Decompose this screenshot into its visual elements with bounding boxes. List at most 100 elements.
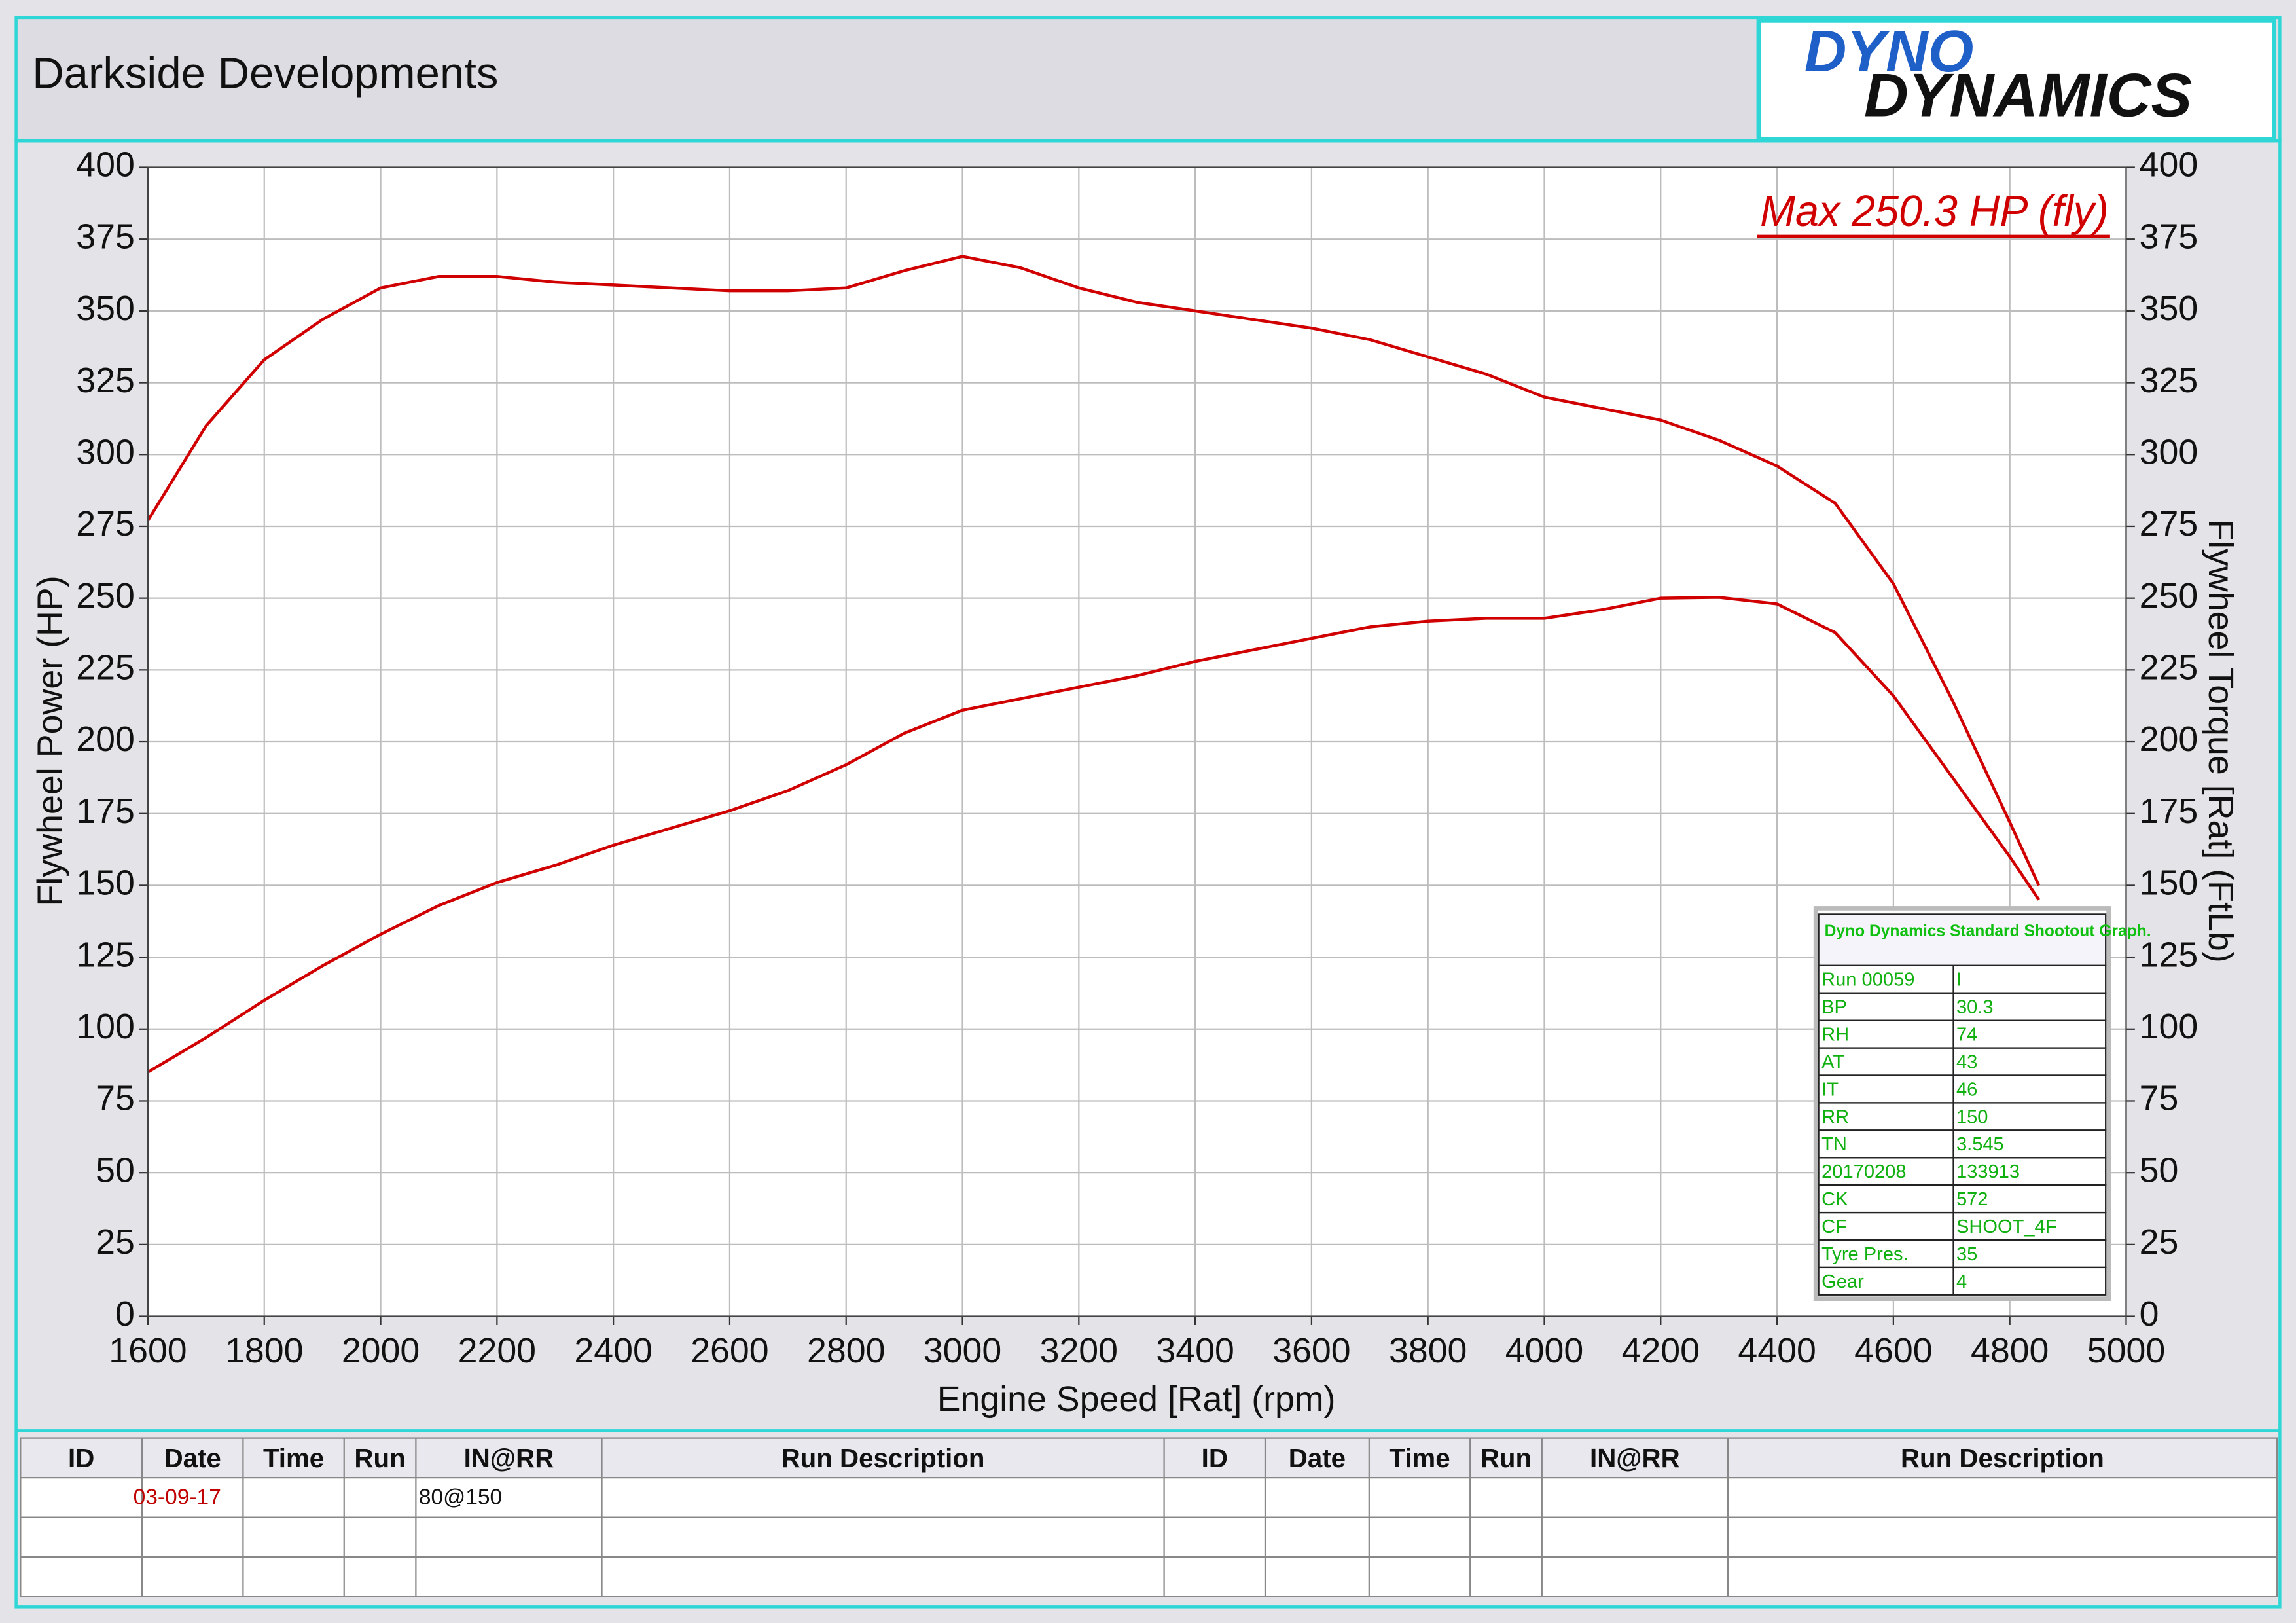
table-header: Run Description [781,1444,985,1473]
y-tick-label: 325 [76,361,135,400]
info-key: AT [1821,1051,1844,1072]
y2-tick-label: 400 [2140,145,2198,185]
info-key: Tyre Pres. [1821,1244,1909,1265]
info-value: 30.3 [1956,997,1994,1018]
x-tick-label: 5000 [2087,1331,2165,1370]
table-header: IN@RR [464,1444,554,1473]
table-header: Date [1289,1444,1346,1473]
table-header: Time [1389,1444,1450,1473]
logo-box [1756,18,2276,142]
y-tick-label: 150 [76,864,135,903]
table-header: Run [1480,1444,1532,1473]
info-key: Gear [1821,1271,1864,1292]
y2-tick-label: 0 [2140,1294,2159,1334]
info-box [1813,906,2111,1302]
info-title-box [1818,913,2107,966]
y-tick-label: 100 [76,1007,135,1046]
info-value: 35 [1956,1244,1977,1265]
x-tick-label: 3400 [1156,1331,1234,1370]
info-title: Dyno Dynamics Standard Shootout Graph. [1825,922,2151,940]
y2-tick-label: 325 [2140,361,2198,400]
x-tick-label: 3000 [924,1331,1001,1370]
x-tick-label: 4400 [1738,1331,1816,1370]
y-axis-title: Flywheel Power (HP) [31,575,70,906]
x-tick-label: 2400 [574,1331,652,1370]
info-value: 572 [1956,1189,1988,1210]
y2-tick-label: 75 [2140,1079,2179,1118]
info-value: I [1956,970,1962,991]
header-title: Darkside Developments [32,48,498,98]
y-tick-label: 50 [96,1150,135,1190]
info-value: 4 [1956,1271,1967,1292]
y-tick-label: 175 [76,792,135,831]
y2-tick-label: 200 [2140,720,2198,759]
series-line [147,596,2040,1074]
y2-tick-label: 150 [2140,864,2198,903]
x-tick-label: 4200 [1622,1331,1700,1370]
y2-tick-label: 100 [2140,1007,2198,1046]
x-tick-label: 3200 [1040,1331,1118,1370]
x-tick-label: 2800 [807,1331,885,1370]
info-key: CF [1821,1216,1847,1237]
y-tick-label: 375 [76,217,135,256]
info-value: 43 [1956,1051,1977,1072]
x-tick-label: 4000 [1505,1331,1583,1370]
y2-tick-label: 50 [2140,1150,2179,1190]
table-header: ID [1202,1444,1228,1473]
y-tick-label: 400 [76,145,135,185]
info-row [1818,1266,2107,1296]
x-tick-label: 1600 [109,1331,187,1370]
y2-tick-label: 275 [2140,504,2198,543]
y2-tick-label: 375 [2140,217,2198,256]
info-key: BP [1821,997,1847,1018]
x-tick-label: 3800 [1389,1331,1467,1370]
frame [14,139,2282,1609]
info-value: 150 [1956,1106,1988,1127]
y-tick-label: 350 [76,289,135,328]
y2-axis-title: Flywheel Torque [Rat] (FtLb) [2201,519,2240,963]
y2-tick-label: 125 [2140,935,2198,974]
info-key: IT [1821,1079,1839,1100]
table-header: Date [164,1444,221,1473]
x-tick-label: 2600 [691,1331,768,1370]
y2-tick-label: 175 [2140,792,2198,831]
y2-tick-label: 350 [2140,289,2198,328]
table-header: Run [354,1444,405,1473]
x-tick-label: 2200 [458,1331,536,1370]
y-tick-label: 250 [76,576,135,615]
info-value: 3.545 [1956,1134,2004,1155]
table-header: IN@RR [1590,1444,1680,1473]
logo-top: DYNO [1804,18,1974,84]
annotation: Max 250.3 HP (fly) [1760,187,2108,236]
logo-bottom: DYNAMICS [1864,60,2192,129]
info-key: CK [1821,1189,1848,1210]
info-key: TN [1821,1134,1847,1155]
y-tick-label: 200 [76,720,135,759]
table-header: Run Description [1901,1444,2104,1473]
info-value: SHOOT_4F [1956,1216,2057,1237]
table-header: ID [68,1444,94,1473]
x-tick-label: 3600 [1272,1331,1350,1370]
y2-tick-label: 300 [2140,432,2198,471]
x-tick-label: 4600 [1854,1331,1932,1370]
info-value: 133913 [1956,1161,2020,1182]
x-tick-label: 2000 [342,1331,420,1370]
y-tick-label: 0 [115,1294,135,1334]
table-header-bg [20,1438,2277,1478]
x-tick-label: 1800 [225,1331,303,1370]
y-tick-label: 275 [76,504,135,543]
table-date: 03-09-17 [134,1485,221,1509]
y2-tick-label: 225 [2140,648,2198,687]
y2-tick-label: 250 [2140,576,2198,615]
table-header: Time [263,1444,324,1473]
y-tick-label: 125 [76,935,135,974]
series-line [147,255,2041,886]
x-tick-label: 4800 [1971,1331,2049,1370]
info-value: 74 [1956,1025,1977,1046]
info-key: RH [1821,1025,1849,1046]
table-in-rr: 80@150 [419,1485,502,1509]
info-key: RR [1821,1106,1849,1127]
y-tick-label: 300 [76,432,135,471]
plot-border [147,166,2127,1317]
